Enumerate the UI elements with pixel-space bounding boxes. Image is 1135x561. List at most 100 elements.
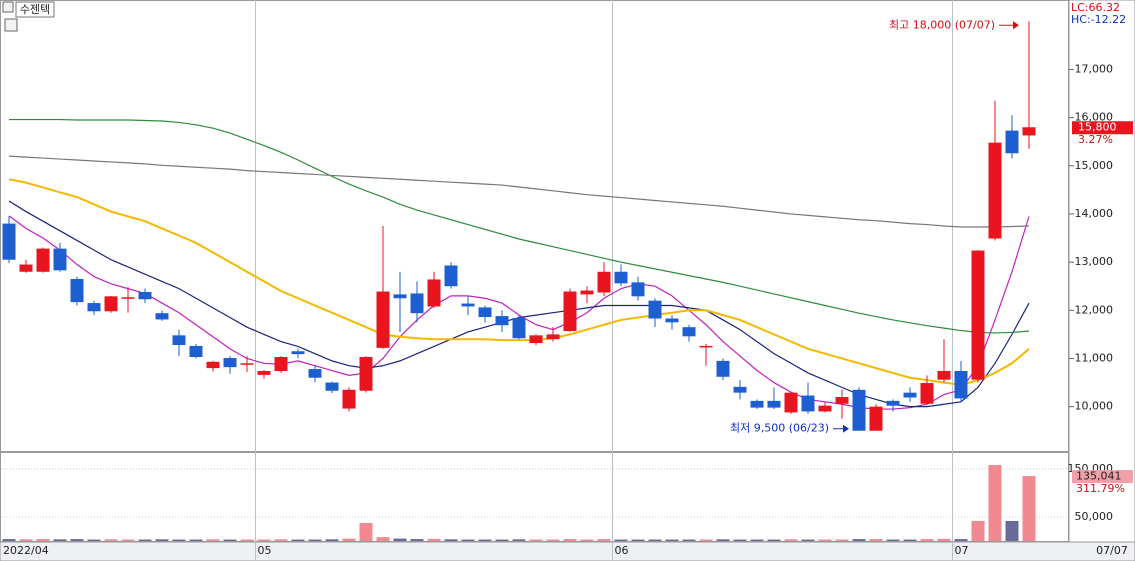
- candle-body: [495, 316, 509, 326]
- current-volume-label: 135,041: [1076, 470, 1122, 483]
- candle-body: [87, 303, 101, 312]
- volume-bar: [852, 539, 866, 541]
- volume-bar: [172, 539, 186, 541]
- candle-body: [342, 389, 356, 409]
- candle-body: [954, 370, 968, 399]
- menu-icon[interactable]: [2, 1, 14, 13]
- grid-icon[interactable]: [4, 18, 18, 32]
- candle-body: [223, 357, 237, 368]
- moving-average: [8, 155, 1030, 228]
- x-tick-label: 05: [258, 544, 272, 557]
- volume-bar: [1022, 476, 1036, 541]
- candle-body: [767, 400, 781, 408]
- candle-body: [699, 345, 713, 348]
- candle-body: [665, 318, 679, 323]
- candle-body: [733, 386, 747, 393]
- candle-body: [920, 383, 934, 404]
- volume-bar: [784, 539, 798, 541]
- candle-body: [886, 400, 900, 406]
- candle-body: [240, 363, 254, 365]
- date-axis: [0, 541, 1135, 561]
- candle-body: [444, 265, 458, 287]
- y-tick-label: 13,000: [1075, 255, 1114, 268]
- volume-bar: [461, 539, 475, 541]
- candle-body: [988, 142, 1002, 239]
- high-annotation: 최고 18,000 (07/07): [889, 18, 995, 31]
- volume-bar: [138, 539, 152, 541]
- volume-bar: [648, 539, 662, 541]
- low-arrow-head: [843, 424, 849, 433]
- volume-bar: [206, 539, 220, 541]
- volume-bar: [19, 539, 33, 541]
- volume-bar: [376, 537, 390, 541]
- low-annotation: 최저 9,500 (06/23): [730, 422, 829, 435]
- candle-body: [631, 282, 645, 297]
- volume-bar: [869, 539, 883, 541]
- candle-body: [53, 248, 67, 271]
- candle-body: [801, 395, 815, 412]
- volume-bar: [444, 539, 458, 541]
- candle-body: [410, 293, 424, 314]
- y-tick-label: 15,000: [1075, 159, 1114, 172]
- volume-bar: [121, 539, 135, 541]
- volume-bar: [971, 520, 985, 541]
- candle-body: [682, 327, 696, 337]
- volume-pane: [0, 452, 1069, 542]
- volume-bar: [665, 539, 679, 541]
- volume-bar: [631, 539, 645, 541]
- candle-body: [784, 392, 798, 413]
- volume-bar: [682, 539, 696, 541]
- volume-bar: [716, 539, 730, 541]
- volume-bar: [954, 539, 968, 541]
- volume-bar: [920, 539, 934, 541]
- price-pane: [0, 0, 1069, 452]
- volume-bar: [835, 539, 849, 541]
- current-price-label: 15,800: [1078, 121, 1117, 134]
- candle-body: [529, 335, 543, 344]
- candle-body: [563, 291, 577, 332]
- candle-body: [257, 370, 271, 375]
- candle-body: [376, 291, 390, 348]
- volume-bar: [274, 539, 288, 541]
- volume-bar: [1005, 520, 1019, 541]
- candle-body: [36, 248, 50, 272]
- stock-name: 수젠텍: [20, 3, 50, 16]
- volume-bar: [903, 539, 917, 541]
- volume-bar: [886, 539, 900, 541]
- volume-bar: [614, 539, 628, 541]
- volume-bar: [478, 539, 492, 541]
- volume-bar: [427, 538, 441, 541]
- candle-body: [1005, 130, 1019, 154]
- current-price-change: 3.27%: [1078, 133, 1113, 146]
- candle-body: [121, 297, 135, 299]
- candle-body: [2, 223, 16, 260]
- x-tick-label: 07: [955, 544, 969, 557]
- volume-bar: [937, 538, 951, 541]
- y-tick-label: 10,000: [1075, 400, 1114, 413]
- volume-bar: [529, 539, 543, 541]
- y-tick-label: 17,000: [1075, 62, 1114, 75]
- volume-bar: [733, 539, 747, 541]
- y-tick-label: 50,000: [1075, 510, 1114, 523]
- volume-bar: [767, 539, 781, 541]
- candle-body: [172, 335, 186, 345]
- candle-body: [189, 345, 203, 358]
- volume-bar: [342, 538, 356, 541]
- volume-bar: [750, 539, 764, 541]
- candle-body: [971, 250, 985, 380]
- candle-body: [206, 361, 220, 369]
- x-tick-label: 06: [615, 544, 629, 557]
- stock-name-box[interactable]: [15, 1, 55, 18]
- volume-bar: [393, 538, 407, 541]
- candle-body: [291, 351, 305, 355]
- moving-average: [8, 178, 1030, 386]
- volume-bar: [36, 539, 50, 541]
- candle-body: [308, 369, 322, 378]
- candle-body: [138, 291, 152, 300]
- candle-body: [835, 397, 849, 404]
- candle-body: [818, 405, 832, 412]
- volume-bar: [223, 539, 237, 541]
- candle-body: [155, 313, 169, 320]
